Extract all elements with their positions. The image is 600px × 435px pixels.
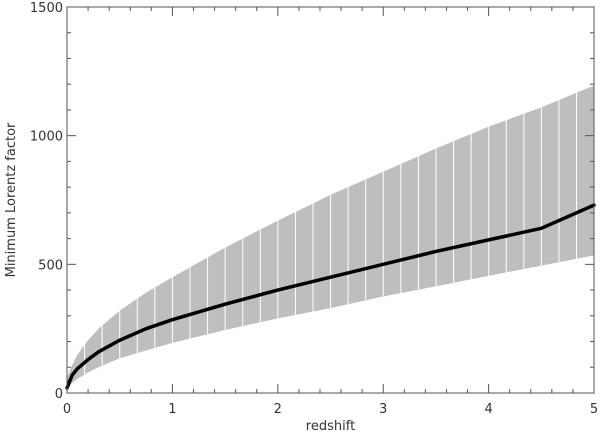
y-tick-label: 0 xyxy=(55,387,63,402)
x-tick-label: 2 xyxy=(274,402,282,417)
central-curve xyxy=(65,203,596,390)
x-tick-label: 5 xyxy=(590,402,598,417)
y-tick-label: 1500 xyxy=(30,1,63,16)
central-curve-layer xyxy=(65,203,596,390)
x-tick-label: 4 xyxy=(484,402,492,417)
y-axis-ticks: 0 500 1000 1500 xyxy=(30,1,594,402)
x-axis-label: redshift xyxy=(306,419,355,434)
y-tick-label: 1000 xyxy=(30,130,63,145)
y-tick-label: 500 xyxy=(38,258,63,273)
x-tick-label: 1 xyxy=(168,402,176,417)
x-axis-ticks: 0 1 2 3 4 5 xyxy=(63,7,598,417)
x-tick-label: 0 xyxy=(63,402,71,417)
x-tick-label: 3 xyxy=(379,402,387,417)
y-axis-label: Minimum Lorentz factor xyxy=(4,122,19,277)
band-hatch-lines xyxy=(84,92,578,375)
plot-frame xyxy=(66,6,595,394)
